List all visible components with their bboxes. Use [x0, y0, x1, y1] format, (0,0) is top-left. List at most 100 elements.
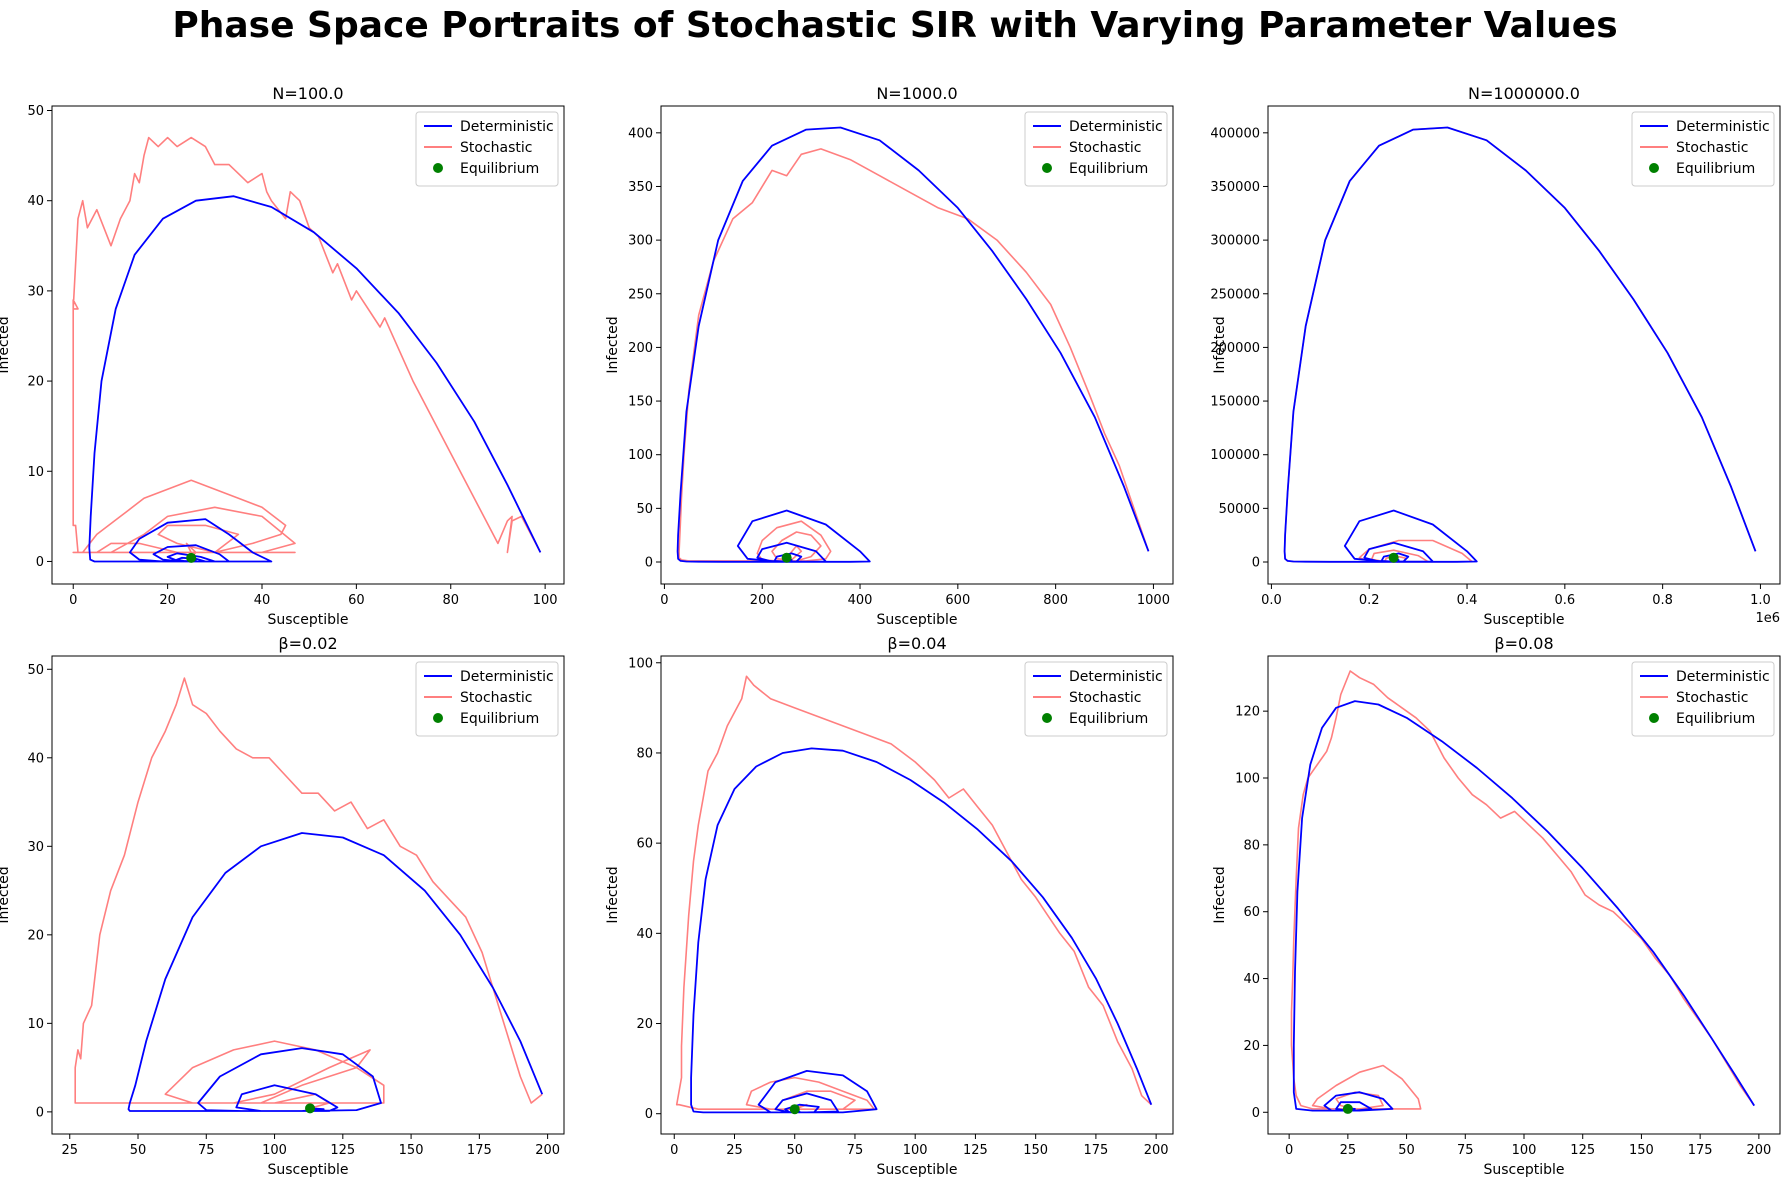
- legend-entry-label: Deterministic: [460, 119, 554, 135]
- axes-frame: [51, 105, 565, 585]
- y-tick-label: 50: [27, 104, 44, 119]
- legend: Deterministic Stochastic Equilibrium: [1024, 111, 1168, 187]
- figure-title: Phase Space Portraits of Stochastic SIR …: [172, 5, 1617, 46]
- x-axis-label: Susceptible: [1483, 1162, 1564, 1178]
- x-tick-label: 25: [61, 1143, 78, 1158]
- y-tick-label: 40: [27, 194, 44, 209]
- x-tick-label: 75: [198, 1143, 215, 1158]
- y-tick-label: 300: [628, 234, 653, 249]
- y-tick-label: 0: [1252, 1106, 1260, 1121]
- x-tick-label: 1.0: [1750, 593, 1771, 608]
- x-tick-label: 200: [535, 1143, 560, 1158]
- x-tick-label: 80: [442, 593, 459, 608]
- subplot-1: 0 20 40 60 80 100 0 10 20 30 40 50 N=100.0 Susceptibl…: [0, 84, 565, 628]
- plot-area: [675, 675, 1153, 1115]
- x-tick-label: 0.2: [1359, 593, 1380, 608]
- legend-box: [1024, 111, 1168, 187]
- stochastic-series-line: [74, 677, 543, 1110]
- y-tick-label: 20: [636, 1017, 653, 1032]
- y-tick-label: 40: [636, 927, 653, 942]
- plot-area: [1283, 126, 1757, 563]
- subplot-title: β=0.08: [1494, 634, 1553, 653]
- legend-entry-label: Equilibrium: [460, 161, 539, 177]
- y-axis-label: Infected: [605, 316, 621, 373]
- x-tick-label: 150: [1023, 1143, 1048, 1158]
- stochastic-series-line: [1283, 126, 1757, 563]
- x-axis-label: Susceptible: [876, 1162, 957, 1178]
- subplot-2: 0 200 400 600 800 1000 0 50 100 150 200 250 300 350 40…: [605, 84, 1174, 628]
- x-tick-label: 125: [1570, 1143, 1595, 1158]
- x-tick-label: 400: [848, 593, 873, 608]
- legend-entry-label: Stochastic: [1676, 140, 1748, 156]
- x-tick-label: 600: [945, 593, 970, 608]
- stochastic-series-line: [675, 675, 1152, 1110]
- y-axis-label: Infected: [1212, 866, 1228, 923]
- x-tick-label: 25: [1340, 1143, 1357, 1158]
- y-tick-label: 200: [628, 341, 653, 356]
- x-tick-label: 50: [786, 1143, 803, 1158]
- y-axis-label: Infected: [605, 866, 621, 923]
- y-tick-label: 250: [628, 287, 653, 302]
- deterministic-series-line: [127, 832, 544, 1112]
- y-tick-label: 400: [628, 126, 653, 141]
- plot-area: [1290, 670, 1755, 1114]
- legend-swatch: [1042, 163, 1052, 173]
- x-tick-label: 200: [1746, 1143, 1771, 1158]
- x-tick-label: 175: [1083, 1143, 1108, 1158]
- x-tick-label: 150: [1629, 1143, 1654, 1158]
- legend-entry-label: Deterministic: [1069, 669, 1163, 685]
- legend-entry-label: Equilibrium: [1069, 711, 1148, 727]
- y-tick-label: 250000: [1210, 287, 1260, 302]
- subplot-title: N=1000000.0: [1468, 84, 1580, 103]
- x-tick-label: 60: [348, 593, 365, 608]
- x-tick-label: 150: [399, 1143, 424, 1158]
- legend-entry-label: Equilibrium: [1069, 161, 1148, 177]
- x-tick-label: 100: [262, 1143, 287, 1158]
- plot-area: [72, 136, 542, 563]
- x-tick-label: 40: [254, 593, 271, 608]
- legend-box: [415, 111, 559, 187]
- equilibrium-point: [781, 552, 792, 563]
- y-tick-label: 350: [628, 180, 653, 195]
- x-tick-label: 50: [130, 1143, 147, 1158]
- x-axis-label: Susceptible: [876, 612, 957, 628]
- legend-entry-label: Deterministic: [1069, 119, 1163, 135]
- legend-entry-label: Stochastic: [1676, 690, 1748, 706]
- legend-swatch: [1042, 713, 1052, 723]
- legend-entry-label: Deterministic: [1676, 669, 1770, 685]
- legend-box: [415, 661, 559, 737]
- y-tick-label: 150: [628, 395, 653, 410]
- y-tick-label: 30: [27, 840, 44, 855]
- y-tick-label: 80: [1243, 838, 1260, 853]
- legend-swatch: [1649, 163, 1659, 173]
- x-tick-label: 200: [1144, 1143, 1169, 1158]
- axes-frame: [1267, 105, 1781, 585]
- deterministic-series-line: [1292, 700, 1755, 1112]
- equilibrium-point: [789, 1104, 800, 1115]
- legend: Deterministic Stochastic Equilibrium: [1024, 661, 1168, 737]
- subplot-title: β=0.02: [278, 634, 337, 653]
- y-tick-label: 0: [645, 556, 653, 571]
- legend-entry-label: Deterministic: [460, 669, 554, 685]
- y-tick-label: 20: [27, 928, 44, 943]
- y-tick-label: 300000: [1210, 234, 1260, 249]
- y-tick-label: 10: [27, 465, 44, 480]
- y-tick-label: 350000: [1210, 180, 1260, 195]
- x-tick-label: 0: [660, 593, 668, 608]
- x-axis-label: Susceptible: [1483, 612, 1564, 628]
- y-tick-label: 0: [36, 1105, 44, 1120]
- y-tick-label: 30: [27, 284, 44, 299]
- x-tick-label: 0.6: [1554, 593, 1575, 608]
- subplot-3: 0.0 0.2 0.4 0.6 0.8 1.0 0 50000 100000 150000 2000…: [1210, 84, 1781, 628]
- axes-frame: [51, 655, 565, 1135]
- x-tick-label: 0: [670, 1143, 678, 1158]
- subplot-6: 0 25 50 75 100 125 150 175 200 0 20 40 60 80 100 120 β=0…: [1212, 634, 1781, 1178]
- x-tick-label: 20: [159, 593, 176, 608]
- x-offset-text: 1e6: [1755, 611, 1780, 626]
- x-tick-label: 75: [847, 1143, 864, 1158]
- y-tick-label: 50: [27, 663, 44, 678]
- x-axis-label: Susceptible: [267, 1162, 348, 1178]
- legend-entry-label: Stochastic: [1069, 690, 1141, 706]
- legend-entry-label: Stochastic: [460, 690, 532, 706]
